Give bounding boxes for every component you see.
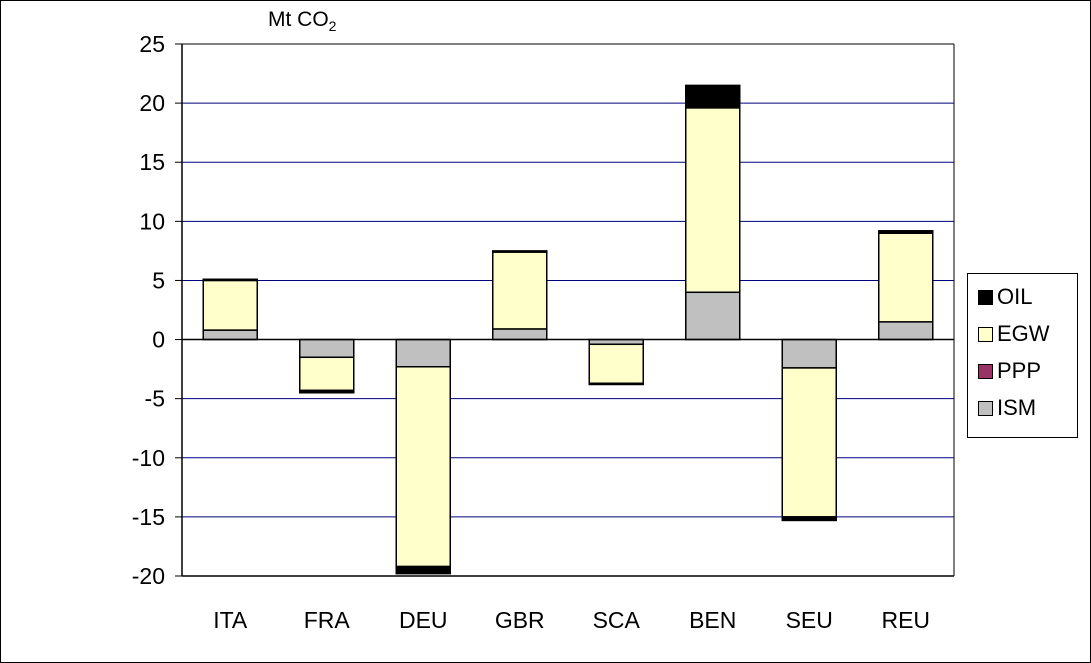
legend-item-egw: EGW — [978, 319, 1050, 349]
x-tick-label-sca: SCA — [593, 607, 641, 633]
bar-ben-ism — [685, 291, 741, 341]
legend-swatch-oil — [978, 289, 993, 305]
bar-gbr-ism — [492, 328, 548, 341]
bar-seu-ism — [781, 338, 837, 369]
y-tick-label: 20 — [139, 90, 165, 116]
y-tick-label: -10 — [132, 445, 165, 471]
unit-text: Mt CO — [268, 8, 329, 31]
bar-seu-oil — [781, 516, 837, 522]
bar-sca-oil — [588, 382, 644, 386]
legend-swatch-ppp — [978, 363, 993, 379]
bar-deu-ism — [395, 338, 451, 368]
bar-gbr-egw — [492, 251, 548, 330]
y-tick-label: 15 — [139, 149, 165, 175]
x-tick-label-ben: BEN — [689, 607, 736, 633]
y-axis-unit-label: Mt CO2 — [268, 8, 337, 34]
legend-label-ism: ISM — [997, 395, 1037, 420]
legend-swatch-ism — [978, 400, 993, 416]
y-tick-label: -20 — [132, 563, 165, 589]
x-tick-label-fra: FRA — [304, 607, 351, 633]
legend-label-ppp: PPP — [997, 358, 1042, 383]
bar-reu-oil — [878, 230, 934, 234]
unit-subscript: 2 — [329, 18, 337, 34]
x-tick-labels: ITA FRA DEU GBR SCA BEN SEU REU — [213, 607, 930, 633]
legend-label-oil: OIL — [997, 284, 1033, 309]
bar-ita-ism — [202, 329, 258, 341]
y-tick-label: 5 — [152, 267, 165, 293]
bar-reu-ism — [878, 321, 934, 341]
y-tick-label: 10 — [139, 208, 165, 234]
legend-item-oil: OIL — [978, 282, 1032, 312]
plot-area — [182, 44, 954, 576]
bar-reu-egw — [878, 232, 934, 323]
bar-fra-egw — [299, 356, 355, 392]
x-tick-label-ita: ITA — [213, 607, 248, 633]
x-tick-label-reu: REU — [881, 607, 930, 633]
bar-fra-ism — [299, 338, 355, 359]
axes — [181, 43, 955, 577]
y-tick-labels: 25 20 15 10 5 0 -5 -10 -15 -20 — [132, 31, 165, 589]
x-tick-label-seu: SEU — [786, 607, 833, 633]
y-tick-label: 0 — [152, 327, 165, 353]
bar-gbr-oil — [492, 250, 548, 253]
bar-ita-oil — [202, 278, 258, 282]
bar-sca-egw — [588, 343, 644, 385]
legend-item-ppp: PPP — [978, 356, 1041, 386]
bar-ben-oil — [685, 84, 741, 109]
bar-ita-egw — [202, 279, 258, 331]
legend-item-ism: ISM — [978, 393, 1036, 423]
y-tick-label: -15 — [132, 504, 165, 530]
bar-ben-egw — [685, 107, 741, 294]
legend: OIL EGW PPP ISM — [967, 273, 1078, 438]
bar-deu-oil — [395, 565, 451, 575]
bars — [202, 84, 934, 575]
y-tick-label: -5 — [145, 386, 165, 412]
bar-deu-egw — [395, 365, 451, 568]
legend-label-egw: EGW — [997, 321, 1050, 346]
x-tick-label-deu: DEU — [399, 607, 448, 633]
x-tick-label-gbr: GBR — [495, 607, 545, 633]
legend-swatch-egw — [978, 326, 993, 342]
bar-fra-oil — [299, 389, 355, 394]
y-tick-label: 25 — [139, 31, 165, 57]
bar-seu-egw — [781, 367, 837, 518]
